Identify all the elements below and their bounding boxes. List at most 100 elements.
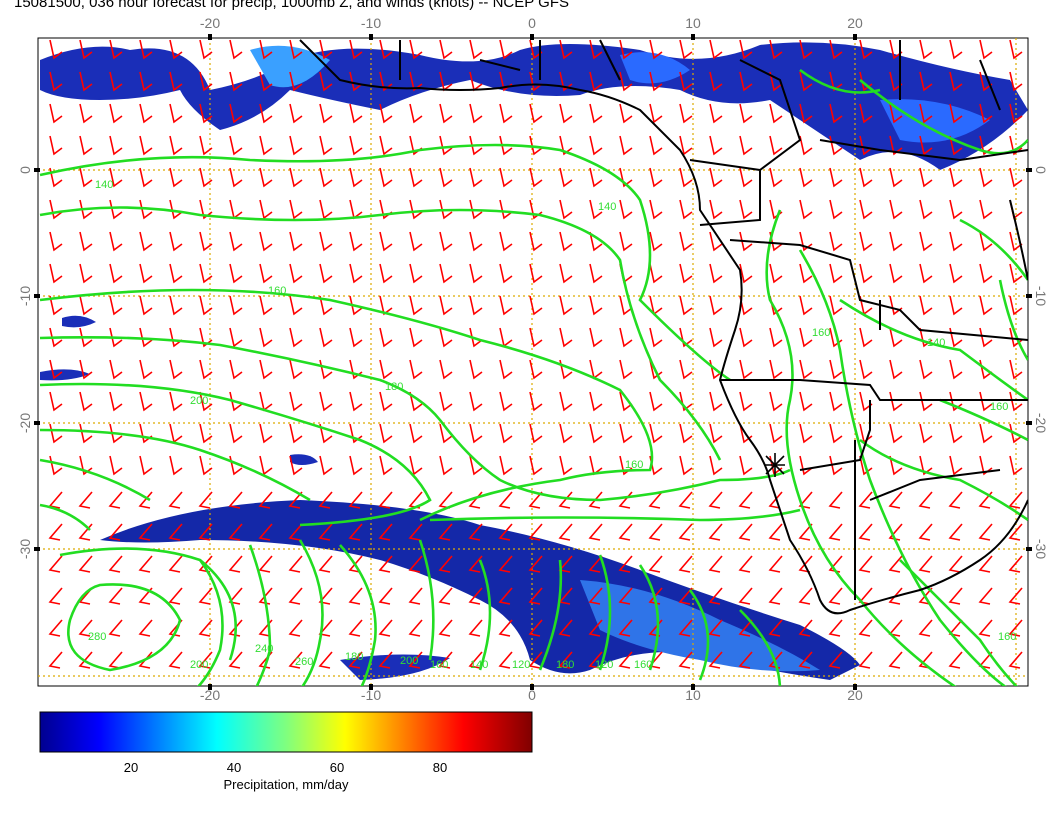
wind-barb: [199, 391, 213, 412]
wind-barb: [798, 587, 813, 605]
y-axis-right: 0 -10 -20 -30: [1033, 166, 1049, 559]
colorbar: 20 40 60 80 Precipitation, mm/day: [39, 711, 533, 792]
precip-patch-west-3: [290, 454, 318, 465]
wind-barb: [289, 327, 303, 348]
wind-barb: [888, 555, 903, 573]
wind-barb: [619, 39, 633, 60]
wind-barb: [378, 523, 393, 541]
wind-barb: [559, 103, 573, 124]
wind-barb: [559, 423, 573, 444]
wind-barb: [229, 71, 243, 92]
wind-barb: [799, 231, 813, 252]
wind-barb: [349, 167, 363, 188]
wind-barb: [139, 135, 153, 156]
wind-barb: [918, 523, 933, 541]
wind-barb: [409, 327, 423, 348]
wind-barb: [949, 391, 963, 412]
wind-barb: [109, 71, 123, 92]
wind-barb: [319, 423, 333, 444]
wind-barb: [859, 263, 873, 284]
wind-barb: [319, 199, 333, 220]
wind-barb: [379, 167, 393, 188]
wind-barb: [79, 103, 93, 124]
wind-barb: [499, 391, 513, 412]
wind-barb: [108, 587, 123, 605]
wind-barb: [169, 263, 183, 284]
wind-barb: [259, 135, 273, 156]
wind-barb: [529, 103, 543, 124]
wind-barb: [349, 103, 363, 124]
wind-barb: [199, 71, 213, 92]
wind-barb: [468, 587, 483, 605]
wind-barb: [648, 491, 663, 509]
wind-barb: [469, 39, 483, 60]
contour-label: 120: [595, 659, 613, 671]
wind-barb: [319, 263, 333, 284]
wind-barb: [108, 619, 123, 637]
wind-barb: [79, 71, 93, 92]
wind-barb: [438, 587, 453, 605]
wind-barb: [229, 391, 243, 412]
wind-barb: [799, 391, 813, 412]
wind-barb: [799, 263, 813, 284]
wind-barb: [198, 491, 213, 509]
wind-barb: [78, 555, 93, 573]
wind-barb: [259, 103, 273, 124]
wind-barb: [1008, 523, 1023, 541]
wind-barb: [558, 651, 573, 669]
wind-barb: [888, 587, 903, 605]
height-contours: [39, 68, 1028, 686]
wind-barb: [679, 39, 693, 60]
wind-barb: [439, 327, 453, 348]
wind-barb: [168, 555, 183, 573]
wind-barb: [708, 523, 723, 541]
wind-barb: [109, 199, 123, 220]
wind-barb: [139, 327, 153, 348]
wind-barb: [949, 39, 963, 60]
wind-barb: [439, 423, 453, 444]
y-tick-right: -20: [1033, 413, 1049, 433]
y-tick-right: 0: [1033, 166, 1049, 174]
wind-barb: [379, 327, 393, 348]
wind-barb: [319, 391, 333, 412]
wind-barb: [739, 391, 753, 412]
wind-barb: [409, 71, 423, 92]
wind-barb: [588, 619, 603, 637]
wind-barb: [738, 523, 753, 541]
wind-barb: [199, 199, 213, 220]
contour-label: 260: [295, 656, 313, 668]
wind-barb: [79, 39, 93, 60]
wind-barb: [888, 523, 903, 541]
wind-barb: [408, 555, 423, 573]
wind-barb: [409, 167, 423, 188]
wind-barb: [289, 295, 303, 316]
contour-label: 160: [990, 401, 1008, 413]
wind-barb: [139, 295, 153, 316]
wind-barb: [439, 359, 453, 380]
contour-label: 180: [385, 381, 403, 393]
wind-barb: [948, 587, 963, 605]
wind-barb: [589, 71, 603, 92]
wind-barb: [318, 555, 333, 573]
wind-barb: [49, 167, 63, 188]
wind-barb: [289, 199, 303, 220]
wind-barb: [1009, 455, 1023, 476]
wind-barb: [858, 555, 873, 573]
precip-core-north-3: [880, 99, 990, 143]
wind-barb: [498, 555, 513, 573]
wind-barb: [828, 651, 843, 669]
wind-barb: [49, 135, 63, 156]
wind-barb: [379, 263, 393, 284]
wind-barb: [589, 423, 603, 444]
wind-barb: [228, 587, 243, 605]
wind-barb: [379, 135, 393, 156]
wind-barb: [499, 135, 513, 156]
wind-barb: [229, 39, 243, 60]
wind-barb: [469, 167, 483, 188]
contour-label: 120: [512, 659, 530, 671]
wind-barb: [799, 327, 813, 348]
wind-barb: [228, 523, 243, 541]
wind-barb: [679, 263, 693, 284]
wind-barb: [709, 167, 723, 188]
wind-barb: [769, 359, 783, 380]
